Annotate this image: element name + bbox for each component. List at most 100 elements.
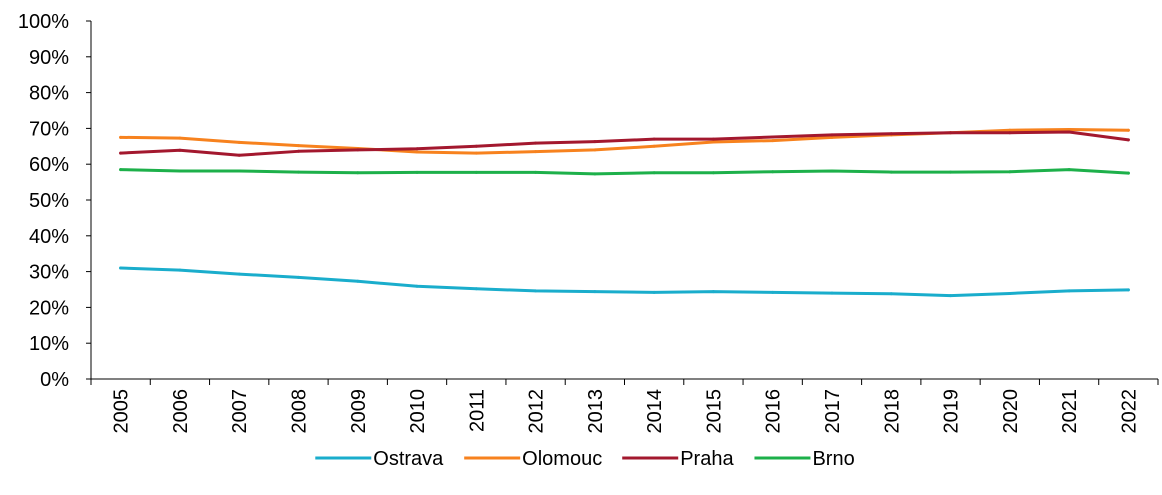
data-point-ostrava — [1008, 291, 1012, 295]
data-point-praha — [534, 141, 538, 145]
data-point-praha — [1067, 130, 1071, 134]
data-point-olomouc — [1067, 127, 1071, 131]
data-point-brno — [415, 170, 419, 174]
data-point-praha — [771, 135, 775, 139]
legend-item-praha: Praha — [622, 448, 734, 470]
data-point-praha — [949, 131, 953, 135]
data-point-ostrava — [415, 284, 419, 288]
y-tick-label: 50% — [29, 190, 69, 212]
data-point-olomouc — [178, 136, 182, 140]
data-point-praha — [889, 132, 893, 136]
legend: Ostrava Olomouc Praha Brno — [315, 448, 855, 470]
data-point-brno — [474, 170, 478, 174]
data-point-olomouc — [296, 144, 300, 148]
data-point-praha — [1008, 131, 1012, 135]
legend-item-ostrava: Ostrava — [315, 448, 444, 470]
data-point-ostrava — [949, 294, 953, 298]
data-point-praha — [356, 148, 360, 152]
data-point-olomouc — [534, 150, 538, 154]
x-tick-label: 2016 — [763, 389, 785, 434]
x-tick-label: 2018 — [881, 389, 903, 434]
x-tick-label: 2019 — [941, 389, 963, 434]
data-point-olomouc — [652, 144, 656, 148]
legend-label-brno: Brno — [812, 448, 854, 470]
data-point-brno — [711, 171, 715, 175]
data-point-praha — [474, 144, 478, 148]
data-point-brno — [889, 170, 893, 174]
data-point-praha — [178, 148, 182, 152]
data-point-ostrava — [119, 266, 123, 270]
data-point-brno — [652, 171, 656, 175]
y-tick-label: 70% — [29, 118, 69, 140]
data-point-brno — [534, 170, 538, 174]
data-point-praha — [237, 153, 241, 157]
data-point-olomouc — [474, 151, 478, 155]
data-point-brno — [1008, 170, 1012, 174]
x-tick-label: 2012 — [526, 389, 548, 434]
data-point-olomouc — [237, 140, 241, 144]
data-point-brno — [771, 170, 775, 174]
data-point-ostrava — [830, 291, 834, 295]
data-point-ostrava — [534, 289, 538, 293]
data-point-brno — [119, 168, 123, 172]
data-point-ostrava — [771, 290, 775, 294]
data-point-praha — [593, 140, 597, 144]
y-tick-label: 20% — [29, 297, 69, 319]
data-point-ostrava — [237, 272, 241, 276]
data-point-ostrava — [711, 290, 715, 294]
data-point-brno — [178, 169, 182, 173]
data-point-brno — [356, 171, 360, 175]
data-point-ostrava — [1067, 289, 1071, 293]
x-tick-label: 2006 — [170, 389, 192, 434]
data-point-brno — [1067, 168, 1071, 172]
series-lines — [119, 127, 1130, 298]
data-point-brno — [593, 172, 597, 176]
data-point-brno — [237, 169, 241, 173]
x-tick-label: 2015 — [703, 389, 725, 434]
axes — [90, 21, 1158, 380]
x-tick-label: 2007 — [229, 389, 251, 434]
data-point-praha — [652, 137, 656, 141]
y-tick-label: 0% — [40, 369, 69, 391]
y-tick-label: 80% — [29, 83, 69, 105]
data-point-brno — [830, 169, 834, 173]
data-point-ostrava — [474, 287, 478, 291]
y-tick-label: 30% — [29, 262, 69, 284]
data-point-praha — [296, 149, 300, 153]
data-point-ostrava — [1126, 288, 1130, 292]
data-point-olomouc — [593, 148, 597, 152]
data-point-brno — [1126, 171, 1130, 175]
data-point-olomouc — [1008, 128, 1012, 132]
data-point-olomouc — [830, 135, 834, 139]
data-point-ostrava — [889, 292, 893, 296]
data-point-ostrava — [356, 279, 360, 283]
data-point-olomouc — [771, 139, 775, 143]
y-tick-label: 60% — [29, 154, 69, 176]
legend-label-olomouc: Olomouc — [522, 448, 602, 470]
data-point-ostrava — [652, 290, 656, 294]
data-point-praha — [711, 137, 715, 141]
x-tick-label: 2022 — [1118, 389, 1140, 434]
data-point-praha — [1126, 138, 1130, 142]
x-tick-label: 2009 — [348, 389, 370, 434]
y-axis-ticks: 0% 10% 20% 30% 40% 50% 60% 70% 80% 90% 100% — [18, 11, 91, 391]
data-point-olomouc — [415, 150, 419, 154]
data-point-brno — [949, 170, 953, 174]
y-tick-label: 100% — [18, 11, 69, 33]
x-tick-label: 2021 — [1059, 389, 1081, 434]
x-tick-label: 2005 — [111, 389, 133, 434]
series-line-ostrava — [119, 266, 1130, 298]
data-point-olomouc — [1126, 128, 1130, 132]
y-tick-label: 10% — [29, 333, 69, 355]
y-tick-label: 90% — [29, 47, 69, 69]
legend-label-praha: Praha — [680, 448, 734, 470]
legend-item-olomouc: Olomouc — [464, 448, 602, 470]
x-tick-label: 2017 — [822, 389, 844, 434]
legend-label-ostrava: Ostrava — [373, 448, 444, 470]
data-point-praha — [830, 133, 834, 137]
legend-item-brno: Brno — [754, 448, 855, 470]
x-tick-label: 2008 — [288, 389, 310, 434]
data-point-brno — [296, 170, 300, 174]
x-tick-label: 2011 — [466, 389, 488, 432]
